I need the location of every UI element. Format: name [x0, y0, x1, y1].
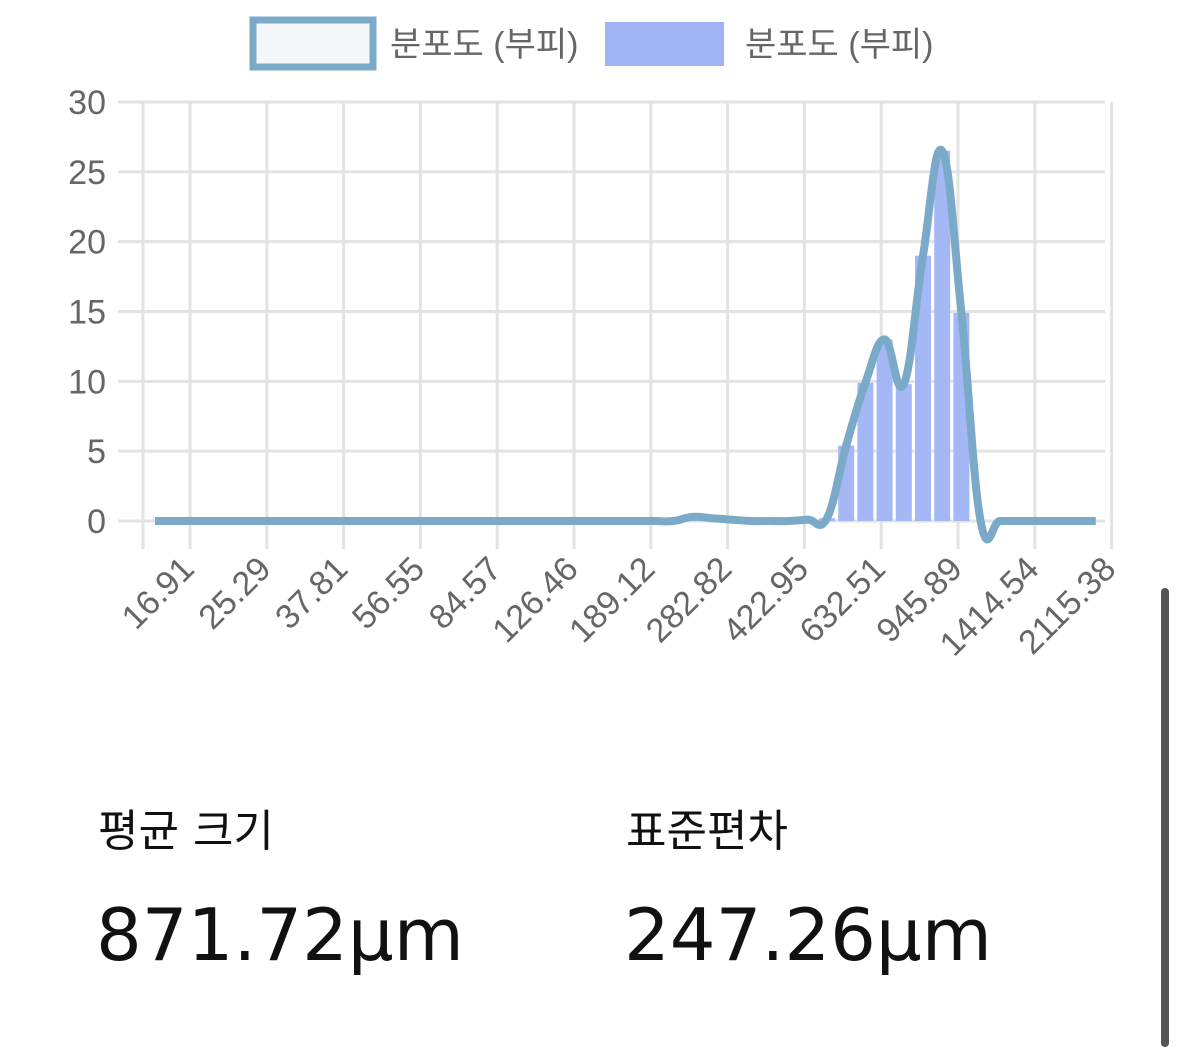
legend-swatch — [249, 16, 377, 71]
scrollbar — [1161, 588, 1169, 1047]
bar — [934, 150, 951, 521]
x-tick-label: 126.46 — [485, 550, 585, 650]
stat-label: 표준편차 — [626, 806, 788, 857]
y-tick-label: 5 — [87, 433, 106, 471]
x-tick-label: 37.81 — [268, 550, 355, 637]
x-tick-label: 16.91 — [115, 550, 202, 637]
bar — [915, 255, 931, 521]
bar — [857, 382, 874, 521]
x-tick-label: 189.12 — [562, 550, 662, 650]
stat-value: 871.72μm — [96, 893, 464, 977]
chart: 05101520253016.9125.2937.8156.5584.57126… — [68, 16, 1123, 664]
stat-label: 평균 크기 — [98, 806, 274, 857]
legend-label: 분포도 (부피) — [390, 26, 579, 64]
x-tick-label: 56.55 — [345, 550, 432, 637]
x-tick-label: 25.29 — [191, 550, 278, 637]
x-tick-label: 632.51 — [792, 550, 892, 650]
legend-label: 분포도 (부피) — [745, 26, 934, 64]
y-tick-label: 15 — [68, 294, 106, 332]
y-tick-label: 10 — [68, 363, 106, 401]
bar — [895, 384, 912, 521]
x-tick-label: 422.95 — [716, 550, 816, 650]
y-tick-label: 20 — [68, 224, 106, 262]
stat-value: 247.26μm — [624, 893, 992, 977]
x-tick-label: 282.82 — [639, 550, 739, 650]
bar — [876, 339, 893, 521]
y-tick-label: 25 — [68, 154, 106, 192]
y-tick-label: 0 — [87, 503, 106, 541]
line — [154, 145, 1096, 544]
y-tick-label: 30 — [68, 84, 106, 122]
legend-swatch — [605, 22, 724, 66]
